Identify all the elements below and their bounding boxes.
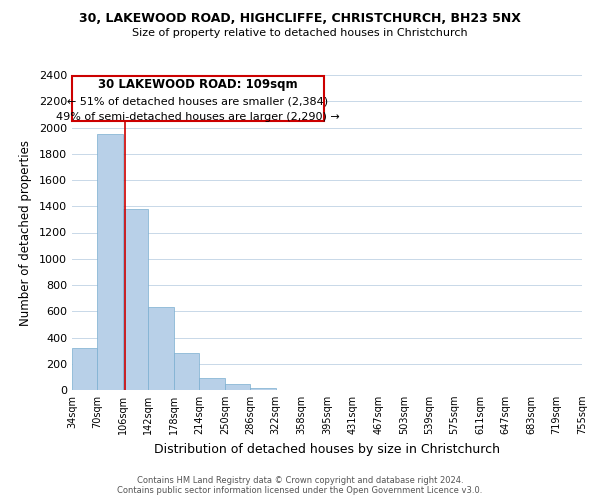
Text: 30 LAKEWOOD ROAD: 109sqm: 30 LAKEWOOD ROAD: 109sqm: [98, 78, 298, 90]
Bar: [148, 308, 174, 390]
X-axis label: Distribution of detached houses by size in Christchurch: Distribution of detached houses by size …: [154, 442, 500, 456]
Text: 49% of semi-detached houses are larger (2,290) →: 49% of semi-detached houses are larger (…: [56, 112, 340, 122]
Bar: [123, 209, 148, 390]
Bar: [250, 388, 276, 390]
Bar: [72, 348, 97, 390]
Text: 30, LAKEWOOD ROAD, HIGHCLIFFE, CHRISTCHURCH, BH23 5NX: 30, LAKEWOOD ROAD, HIGHCLIFFE, CHRISTCHU…: [79, 12, 521, 26]
Y-axis label: Number of detached properties: Number of detached properties: [19, 140, 32, 326]
Bar: [97, 134, 123, 390]
Bar: [199, 378, 225, 390]
Text: ← 51% of detached houses are smaller (2,384): ← 51% of detached houses are smaller (2,…: [67, 96, 328, 106]
Text: Contains public sector information licensed under the Open Government Licence v3: Contains public sector information licen…: [118, 486, 482, 495]
Text: Contains HM Land Registry data © Crown copyright and database right 2024.: Contains HM Land Registry data © Crown c…: [137, 476, 463, 485]
FancyBboxPatch shape: [72, 76, 324, 121]
Bar: [174, 353, 199, 390]
Bar: [225, 384, 250, 390]
Text: Size of property relative to detached houses in Christchurch: Size of property relative to detached ho…: [132, 28, 468, 38]
